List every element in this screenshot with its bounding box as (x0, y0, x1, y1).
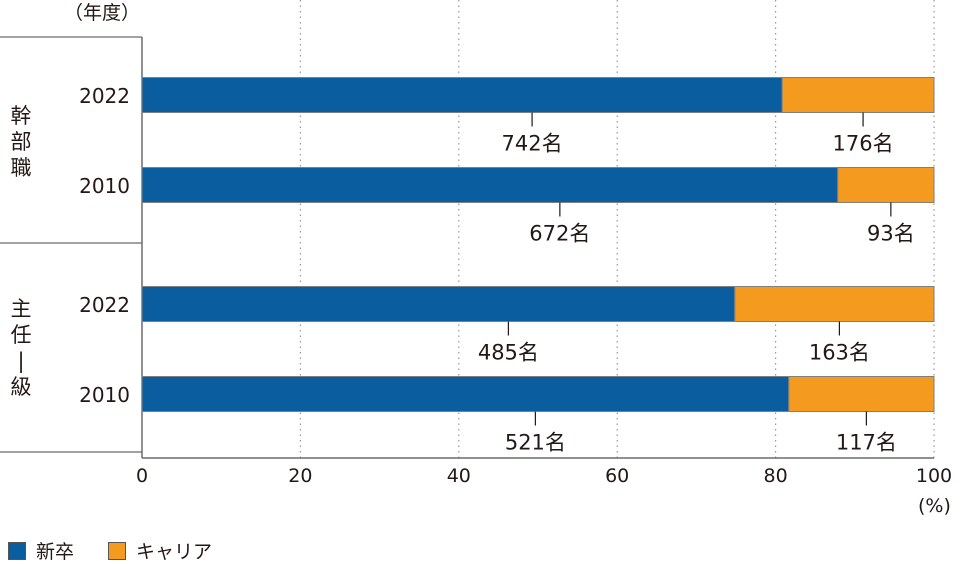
group-label-char: 任 (11, 323, 32, 347)
year-label: 2022 (79, 293, 130, 317)
data-label-career: 163名 (809, 341, 870, 365)
bar-career (837, 167, 935, 203)
x-tick-label: 20 (288, 465, 312, 487)
legend-item-shinsotsu: 新卒 (8, 537, 74, 564)
legend-swatch-shinsotsu (8, 541, 26, 560)
bar-shinsotsu (141, 167, 839, 203)
bar-career (781, 77, 935, 113)
bar-shinsotsu (141, 77, 783, 113)
x-tick-label: 100 (916, 465, 952, 487)
data-label-career: 176名 (833, 132, 894, 156)
x-tick-label: 40 (447, 465, 471, 487)
group-label-char: | (17, 349, 24, 374)
x-tick-label: 80 (764, 465, 788, 487)
data-label-shinsotsu: 742名 (502, 132, 563, 156)
year-label: 2010 (79, 383, 130, 407)
data-label-shinsotsu: 521名 (505, 431, 566, 455)
year-label: 2010 (79, 174, 130, 198)
legend-label-career: キャリア (136, 541, 213, 563)
group-label-char: 部 (11, 130, 32, 154)
data-label-career: 93名 (867, 222, 915, 246)
year-label: 2022 (79, 84, 130, 108)
y-axis-unit: （年度） (64, 2, 140, 24)
bar-career (734, 286, 935, 322)
x-tick-label: 60 (605, 465, 629, 487)
legend: 新卒 キャリア (8, 537, 246, 564)
bar-shinsotsu (141, 376, 790, 412)
legend-item-career: キャリア (108, 537, 212, 564)
legend-label-shinsotsu: 新卒 (36, 541, 75, 563)
data-label-shinsotsu: 672名 (529, 222, 590, 246)
data-label-shinsotsu: 485名 (478, 341, 539, 365)
legend-swatch-career (108, 541, 127, 560)
bar-shinsotsu (141, 286, 736, 322)
group-label-char: 幹 (11, 104, 32, 128)
group-label-char: 級 (11, 375, 32, 399)
group-label-char: 職 (11, 156, 32, 180)
x-axis-unit: (%) (918, 495, 951, 517)
data-label-career: 117名 (836, 431, 897, 455)
x-tick-label: 0 (136, 465, 148, 487)
bar-career (788, 376, 935, 412)
group-label-char: 主 (11, 297, 32, 321)
